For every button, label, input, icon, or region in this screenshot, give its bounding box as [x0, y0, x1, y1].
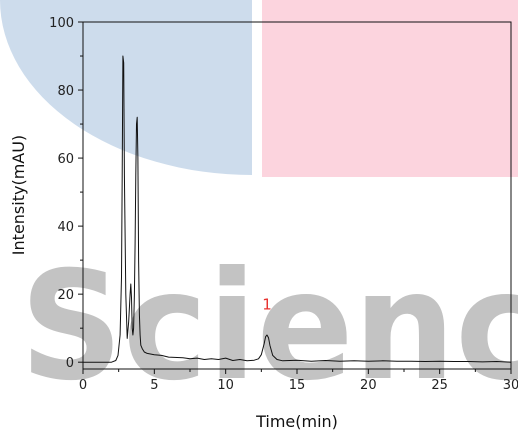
x-axis-ticks: 0 5 10 15 20 25 30	[79, 369, 518, 393]
y-axis-ticks: 0 20 40 60 80 100	[49, 16, 83, 371]
y-tick-label: 80	[57, 84, 74, 99]
watermark-blue-quarter-circle	[0, 0, 252, 175]
chromatogram-trace	[83, 55, 512, 363]
y-tick-label: 20	[57, 288, 74, 303]
y-tick-label: 60	[57, 152, 74, 167]
y-tick-label: 100	[49, 16, 74, 31]
y-tick-label: 40	[57, 220, 74, 235]
watermark: Scienc	[0, 0, 518, 414]
x-tick-label: 0	[79, 378, 87, 393]
x-tick-label: 30	[503, 378, 518, 393]
peak-annotations: 1	[262, 295, 272, 313]
y-axis-title: Intensity(mAU)	[9, 135, 28, 255]
x-tick-label: 10	[217, 378, 234, 393]
watermark-pink-block	[262, 0, 518, 177]
x-tick-label: 5	[150, 378, 158, 393]
x-tick-label: 25	[431, 378, 448, 393]
y-tick-label: 0	[66, 356, 74, 371]
watermark-text: Scienc	[20, 240, 518, 414]
x-tick-label: 15	[289, 378, 306, 393]
x-tick-label: 20	[360, 378, 377, 393]
x-axis-title: Time(min)	[255, 412, 338, 431]
peak-label: 1	[262, 295, 272, 313]
